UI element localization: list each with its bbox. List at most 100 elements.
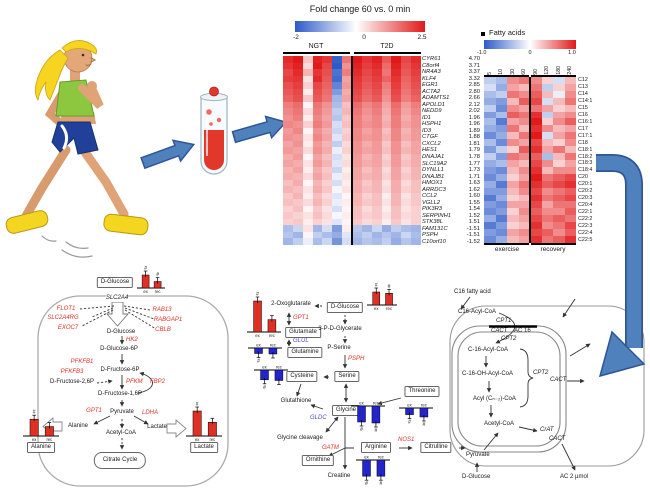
heatmap-cell — [495, 180, 507, 188]
heatmap-cell — [342, 114, 352, 122]
heatmap-cell — [312, 231, 323, 239]
heatmap-cell — [484, 166, 496, 174]
barchart-glutamine: # ex rec — [247, 342, 283, 366]
heatmap-cell — [371, 127, 382, 135]
heatmap-cell — [283, 127, 293, 135]
gene-name: HES1 — [422, 147, 438, 154]
heatmap-cell — [381, 101, 392, 109]
gene-name: ADAMTS1 — [422, 95, 450, 102]
heatmap-cell — [530, 236, 542, 243]
svg-text:#: # — [380, 481, 383, 486]
heatmap-cell — [391, 62, 402, 70]
heatmap-cell — [541, 139, 553, 147]
heatmap-cell — [381, 199, 392, 206]
heatmap-cell — [283, 192, 293, 200]
fatty-col-label: 60 — [521, 69, 528, 75]
fatty-heatmap-title: Fatty acids — [489, 28, 526, 37]
gene-fold-value: 2.66 — [468, 95, 480, 102]
heatmap-cell — [312, 160, 323, 167]
heatmap-cell — [351, 199, 362, 206]
fatty-row-label: C15 — [578, 105, 588, 112]
fatty-row-label: C14 — [578, 91, 588, 98]
heatmap-cell — [371, 231, 382, 239]
gene-name: CYR61 — [422, 56, 441, 63]
heatmap-cell — [283, 166, 293, 174]
heatmap-cell — [342, 160, 352, 167]
heatmap-cell — [283, 82, 293, 89]
gene-fold-value: -1.51 — [466, 232, 480, 239]
fatty-colorbar-min: -1.0 — [477, 50, 487, 56]
gene-name: SLC19A2 — [422, 160, 447, 167]
heatmap-cell — [381, 179, 392, 187]
gene-row: CTGF 1.88 — [422, 134, 480, 141]
heatmap-cell — [361, 95, 372, 102]
heatmap-cell — [351, 225, 362, 232]
heatmap-cell — [530, 90, 542, 98]
node-citrate-cycle: Citrate Cycle — [93, 452, 147, 469]
gene-row: EGR1 2.85 — [422, 82, 480, 89]
heatmap-cell — [484, 146, 496, 154]
heatmap-cell — [371, 179, 382, 187]
heatmap-cell — [332, 140, 343, 148]
heatmap-cell — [391, 179, 402, 187]
heatmap-cell — [312, 192, 323, 200]
node-glycine-cleavage: Glycine cleavage — [277, 435, 323, 441]
heatmap-cell — [518, 111, 530, 119]
node-d-glucose-cytosol: D-Glucose — [106, 329, 136, 335]
heatmap-cell — [401, 134, 412, 141]
heatmap-cell — [507, 194, 519, 202]
fatty-acids-bullet-icon — [481, 32, 485, 36]
heatmap-cell — [391, 166, 402, 174]
heatmap-cell — [530, 77, 542, 84]
heatmap-cell — [411, 218, 421, 226]
heatmap-cell — [351, 134, 362, 141]
svg-text:ex: ex — [143, 289, 148, 294]
heatmap-cell — [530, 194, 542, 202]
heatmap-cell — [507, 146, 519, 154]
heatmap-cell — [541, 180, 553, 188]
heatmap-cell — [541, 77, 553, 84]
gene-name: KLF4 — [422, 75, 436, 82]
heatmap-cell — [342, 134, 352, 141]
heatmap-cell — [381, 108, 392, 115]
fatty-col-label: 120 — [544, 66, 551, 75]
heatmap-cell — [401, 225, 412, 232]
heatmap-cell — [391, 218, 402, 226]
heatmap-cell — [371, 95, 382, 102]
heatmap-cell — [332, 199, 343, 206]
gene-row: DNAJB1 1.71 — [422, 173, 480, 180]
heatmap-cell — [553, 90, 565, 98]
node-d-glucose-right: D-Glucose — [462, 474, 491, 480]
heatmap-cell — [302, 75, 313, 83]
heatmap-cell — [322, 108, 333, 115]
heatmap-cell — [292, 69, 303, 76]
heatmap-cell — [332, 231, 343, 239]
heatmap-cell — [507, 97, 519, 105]
svg-text:rec: rec — [269, 333, 275, 338]
heatmap-cell — [507, 83, 519, 91]
heatmap-cell — [518, 77, 530, 84]
heatmap-cell — [322, 186, 333, 193]
heatmap-cell — [553, 83, 565, 91]
heatmap-cell — [553, 215, 565, 223]
heatmap-cell — [332, 88, 343, 96]
node-c16-acyl-coa: C16-Acyl-CoA — [458, 309, 497, 315]
flow-arrows — [140, 115, 288, 170]
gene-name: VGLL2 — [422, 199, 441, 206]
heatmap-cell — [495, 125, 507, 133]
heatmap-cell — [391, 121, 402, 128]
gene-row: DYNLL1 1.73 — [422, 167, 480, 174]
arrow-person-to-tube — [140, 139, 196, 170]
heatmap-cell — [361, 179, 372, 187]
heatmap-cell — [391, 192, 402, 200]
heatmap-cell — [518, 97, 530, 105]
gene-fold-value: 2.85 — [468, 82, 480, 89]
heatmap-cell — [361, 56, 372, 63]
heatmap-cell — [401, 231, 412, 239]
node-glucose-6p: D-Glucose-6P — [100, 346, 138, 352]
heatmap-cell — [351, 101, 362, 109]
heatmap-cell — [507, 229, 519, 237]
gene-row: CYR61 4.70 — [422, 56, 480, 63]
heatmap-cell — [507, 159, 519, 167]
svg-text:rec: rec — [270, 343, 276, 348]
